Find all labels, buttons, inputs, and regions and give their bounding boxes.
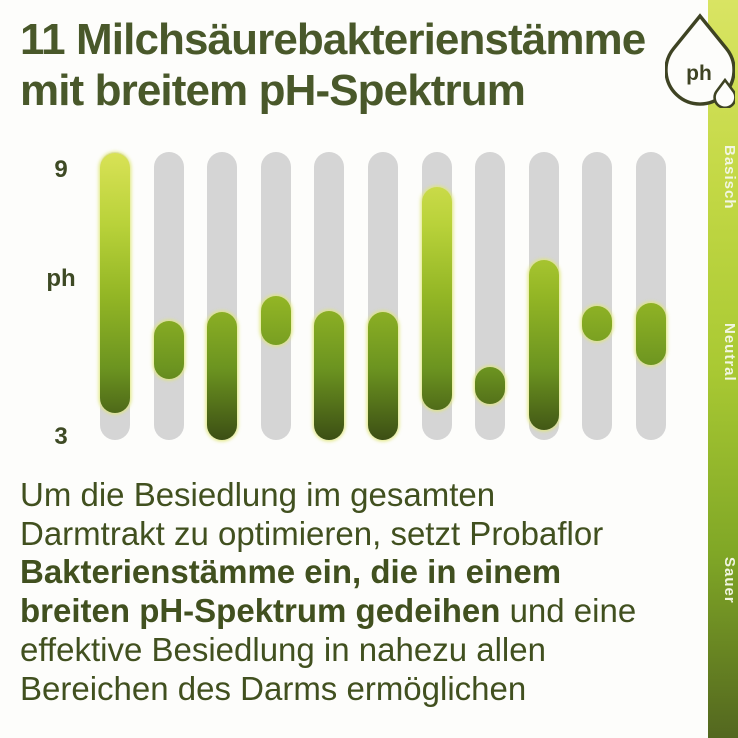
- svg-text:ph: ph: [686, 62, 712, 85]
